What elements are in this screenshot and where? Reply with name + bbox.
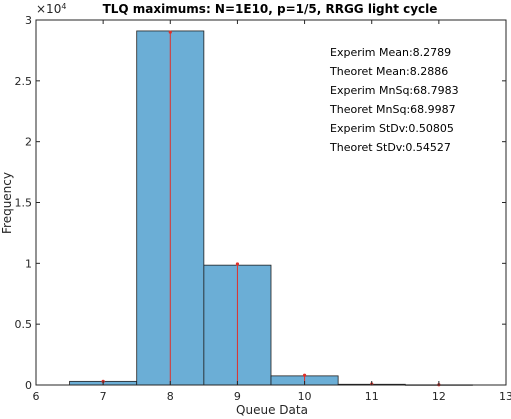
x-tick-label-4: 10	[298, 390, 312, 403]
stat-annotation-1: Theoret Mean:8.2886	[329, 65, 448, 78]
y-tick-label-6: 3	[25, 14, 32, 27]
x-tick-label-5: 11	[365, 390, 379, 403]
stat-annotation-3: Theoret MnSq:68.9987	[329, 103, 456, 116]
x-tick-label-1: 7	[100, 390, 107, 403]
x-tick-label-3: 9	[234, 390, 241, 403]
y-tick-label-0: 0	[25, 379, 32, 392]
y-axis-exponent: ×104	[36, 2, 66, 16]
stat-annotation-5: Theoret StDv:0.54527	[329, 141, 451, 154]
x-tick-label-6: 12	[432, 390, 446, 403]
stat-annotation-4: Experim StDv:0.50805	[330, 122, 454, 135]
y-tick-label-4: 2	[25, 136, 32, 149]
stat-annotation-0: Experim Mean:8.2789	[330, 46, 451, 59]
stat-annotation-2: Experim MnSq:68.7983	[330, 84, 459, 97]
x-tick-label-7: 13	[499, 390, 511, 403]
theoretical-point-1	[168, 30, 172, 34]
statistics-annotations: Experim Mean:8.2789 Theoret Mean:8.2886 Ex…	[329, 46, 459, 154]
y-tick-label-1: 0.5	[15, 318, 33, 331]
y-tick-label-3: 1.5	[15, 197, 33, 210]
x-tick-label-2: 8	[167, 390, 174, 403]
theoretical-point-3	[302, 373, 307, 377]
y-tick-label-5: 2.5	[15, 75, 33, 88]
y-axis-label: Frequency	[0, 172, 14, 234]
chart-title: TLQ maximums: N=1E10, p=1/5, RRGG light …	[103, 2, 438, 16]
y-axis-ticks: 0 0.5 1 1.5 2 2.5 3	[15, 14, 506, 392]
x-axis-ticks: 6 7 8 9 10 11 12 13	[33, 20, 511, 403]
x-axis-label: Queue Data	[236, 403, 308, 417]
y-tick-label-2: 1	[25, 257, 32, 270]
theoretical-point-2	[235, 262, 240, 266]
x-tick-label-0: 6	[33, 390, 40, 403]
theoretical-markers-group	[101, 30, 441, 387]
